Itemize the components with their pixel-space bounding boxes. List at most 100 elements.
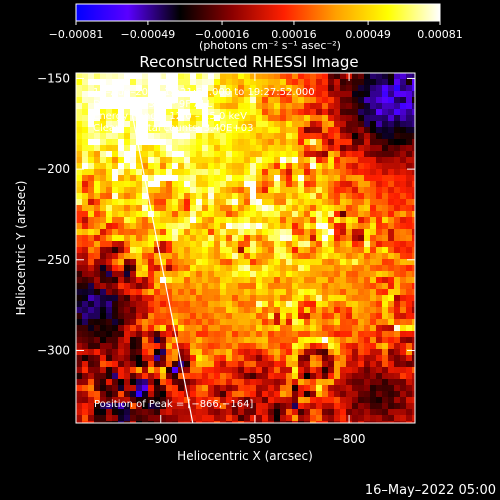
heatmap-cell — [142, 385, 149, 392]
heatmap-cell — [232, 253, 239, 260]
heatmap-cell — [250, 193, 257, 200]
heatmap-cell — [292, 187, 299, 194]
heatmap-cell — [154, 373, 161, 380]
heatmap-cell — [340, 199, 347, 206]
heatmap-cell — [406, 397, 413, 404]
heatmap-cell — [106, 259, 113, 266]
heatmap-cell — [172, 391, 179, 398]
heatmap-cell — [94, 121, 101, 128]
heatmap-cell — [406, 121, 413, 128]
heatmap-cell — [202, 355, 209, 362]
heatmap-cell — [136, 397, 143, 404]
heatmap-cell — [208, 277, 215, 284]
heatmap-cell — [376, 295, 383, 302]
heatmap-cell — [142, 103, 149, 110]
heatmap-cell — [94, 289, 101, 296]
heatmap-cell — [370, 361, 377, 368]
heatmap-cell — [184, 235, 191, 242]
heatmap-cell — [184, 301, 191, 308]
heatmap-cell — [280, 379, 287, 386]
heatmap-cell — [76, 367, 83, 374]
heatmap-cell — [118, 367, 125, 374]
heatmap-cell — [214, 169, 221, 176]
heatmap-cell — [376, 181, 383, 188]
heatmap-cell — [130, 241, 137, 248]
heatmap-cell — [304, 91, 311, 98]
colorbar: −0.00081 −0.00049 −0.00016 0.00016 0.00049 0.… — [49, 3, 463, 52]
heatmap-cell — [412, 235, 415, 242]
heatmap-cell — [316, 325, 323, 332]
heatmap-cell — [124, 397, 131, 404]
heatmap-cell — [232, 403, 239, 410]
heatmap-cell — [88, 421, 95, 423]
heatmap-cell — [334, 325, 341, 332]
heatmap-cell — [148, 199, 155, 206]
heatmap-cell — [250, 217, 257, 224]
heatmap-cell — [286, 271, 293, 278]
heatmap-cell — [364, 253, 371, 260]
heatmap-cell — [172, 229, 179, 236]
heatmap-cell — [178, 205, 185, 212]
heatmap-cell — [304, 169, 311, 176]
heatmap-cell — [106, 187, 113, 194]
heatmap-cell — [112, 295, 119, 302]
heatmap-cell — [316, 349, 323, 356]
heatmap-cell — [202, 391, 209, 398]
heatmap-cell — [280, 193, 287, 200]
heatmap-cell — [130, 415, 137, 422]
heatmap-cell — [106, 385, 113, 392]
heatmap-cell — [196, 415, 203, 422]
heatmap-cell — [328, 241, 335, 248]
heatmap-cell — [292, 193, 299, 200]
heatmap-cell — [88, 187, 95, 194]
heatmap-cell — [196, 73, 203, 80]
heatmap-cell — [274, 247, 281, 254]
heatmap-cell — [106, 355, 113, 362]
colorbar-gradient — [76, 4, 440, 21]
heatmap-cell — [382, 337, 389, 344]
heatmap-cell — [376, 379, 383, 386]
heatmap-cell — [256, 79, 263, 86]
heatmap-cell — [250, 349, 257, 356]
heatmap-cell — [166, 187, 173, 194]
heatmap-cell — [256, 217, 263, 224]
heatmap-cell — [130, 271, 137, 278]
heatmap-cell — [82, 421, 89, 423]
heatmap-cell — [172, 139, 179, 146]
heatmap-cell — [346, 205, 353, 212]
heatmap-cell — [364, 85, 371, 92]
heatmap-cell — [142, 109, 149, 116]
heatmap-cell — [382, 127, 389, 134]
heatmap-cell — [178, 145, 185, 152]
heatmap-cell — [160, 199, 167, 206]
heatmap-cell — [334, 139, 341, 146]
heatmap-cell — [118, 181, 125, 188]
heatmap-cell — [334, 283, 341, 290]
heatmap-cell — [406, 319, 413, 326]
heatmap-cell — [172, 121, 179, 128]
heatmap-cell — [412, 199, 415, 206]
heatmap-cell — [358, 109, 365, 116]
heatmap-cell — [382, 91, 389, 98]
heatmap-cell — [202, 301, 209, 308]
heatmap-cell — [112, 325, 119, 332]
heatmap-cell — [190, 373, 197, 380]
heatmap-cell — [358, 301, 365, 308]
heatmap-cell — [250, 85, 257, 92]
heatmap-cell — [112, 283, 119, 290]
heatmap-cell — [154, 295, 161, 302]
heatmap-cell — [112, 241, 119, 248]
heatmap-cell — [292, 211, 299, 218]
heatmap-cell — [160, 349, 167, 356]
heatmap-cell — [268, 91, 275, 98]
heatmap-cell — [160, 361, 167, 368]
heatmap-cell — [364, 265, 371, 272]
heatmap-cell — [388, 391, 395, 398]
heatmap-cell — [214, 97, 221, 104]
heatmap-cell — [406, 223, 413, 230]
heatmap-cell — [358, 121, 365, 128]
heatmap-cell — [274, 217, 281, 224]
heatmap-cell — [376, 109, 383, 116]
heatmap-cell — [184, 127, 191, 134]
heatmap-cell — [178, 109, 185, 116]
